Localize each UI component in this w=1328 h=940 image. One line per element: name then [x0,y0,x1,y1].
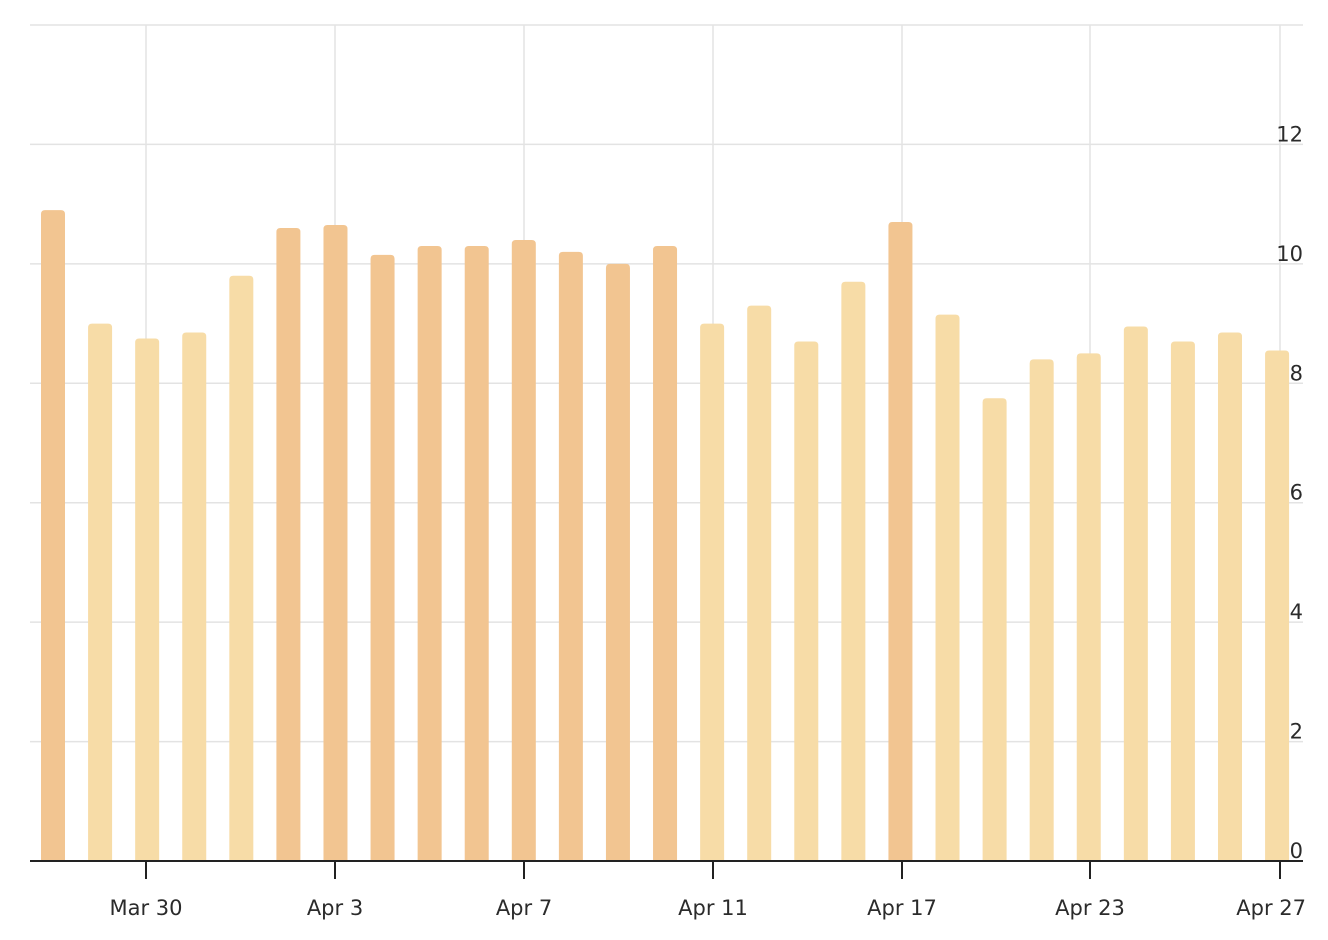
bar-8 [370,254,395,861]
y-tick-label-2: 2 [1290,720,1303,744]
bar-22 [1029,359,1054,861]
y-tick-label-10: 10 [1276,242,1303,266]
x-tick-label-3: Apr 11 [678,896,748,920]
x-tick-label-4: Apr 17 [867,896,937,920]
y-tick-label-8: 8 [1290,361,1303,385]
x-axis: Mar 30 Apr 3 Apr 7 Apr 11 Apr 17 Apr 23 Apr 27 [30,860,1306,920]
bar-19 [888,222,913,862]
bar-3 [135,338,160,861]
bar-2 [88,323,113,862]
bar-1 [41,210,65,862]
y-tick-label-6: 6 [1290,481,1303,505]
bar-4 [182,332,207,861]
x-tick-label-1: Apr 3 [307,896,363,920]
y-tick-label-12: 12 [1276,122,1303,146]
bar-17 [794,341,819,861]
bar-21 [982,398,1007,861]
bar-9 [417,245,442,861]
bar-6 [276,228,301,861]
y-tick-label-0: 0 [1290,839,1303,863]
bar-23 [1076,353,1101,861]
bar-20 [935,314,960,862]
bar-10 [464,245,489,861]
bar-24 [1123,326,1148,861]
bar-11 [511,239,536,861]
bar-18 [841,281,866,861]
x-tick-label-5: Apr 23 [1055,896,1125,920]
x-tick-label-0: Mar 30 [109,896,182,920]
bar-15 [700,323,725,862]
y-tick-label-4: 4 [1290,600,1303,624]
bar-16 [747,305,772,862]
bar-12 [558,251,583,861]
bar-26 [1218,332,1242,861]
bar-27 [1265,350,1290,861]
bar-25 [1170,341,1195,861]
bar-5 [229,275,254,861]
x-tick-label-2: Apr 7 [496,896,552,920]
bar-13 [605,263,630,861]
bar-7 [323,225,348,862]
y-axis-tick-labels: 0 2 4 6 8 10 12 [1276,122,1303,863]
bar-series [41,210,1290,862]
x-tick-label-6: Apr 27 [1236,896,1306,920]
bar-14 [653,245,678,861]
